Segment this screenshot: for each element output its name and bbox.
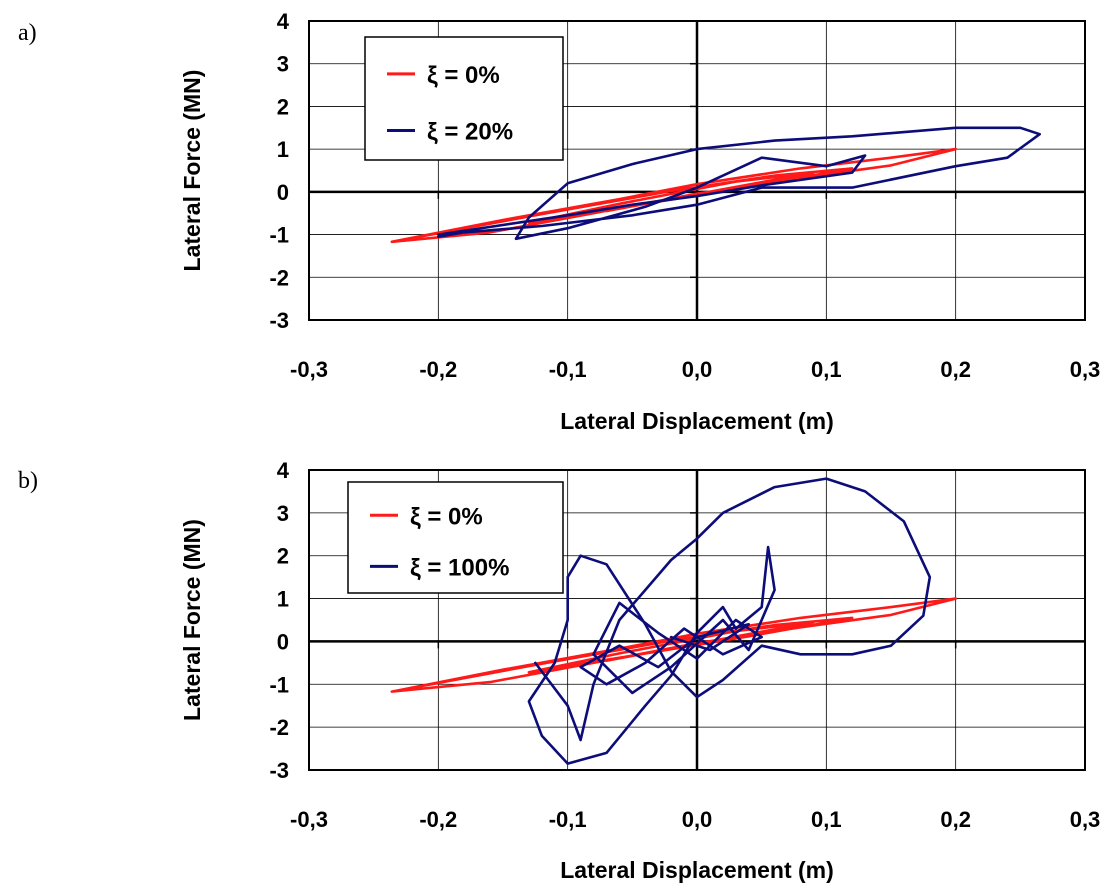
x-tick-label: -0,1 [549, 807, 587, 832]
chart-panel-a: a) -0,3 -0,2 -0,1 0,0 0,1 0,2 0,3 -3 -2 -1 0 1 2 3 4 Lat… [18, 9, 1100, 434]
x-tick-label: 0,1 [811, 807, 842, 832]
legend: ξ = 0% ξ = 100% [347, 481, 564, 594]
x-tick-label: 0,1 [811, 357, 842, 382]
legend-label: ξ = 0% [427, 62, 500, 89]
x-tick-label: -0,1 [549, 357, 587, 382]
series-line-xi-20 [436, 126, 1041, 241]
chart-panel-b: b) -0,3 -0,2 -0,1 0,0 0,1 0,2 0,3 -3 -2 -1 0 1 2 3 4 Lat… [18, 458, 1100, 883]
legend-box [364, 36, 564, 161]
x-tick-label: -0,3 [290, 357, 328, 382]
y-tick-label: -3 [269, 308, 289, 333]
y-tick-label: 3 [277, 501, 289, 526]
legend-label: ξ = 20% [427, 118, 513, 145]
y-tick-label: -3 [269, 758, 289, 783]
x-tick-label: -0,2 [419, 807, 457, 832]
panel-label: b) [18, 468, 38, 494]
y-tick-label: -1 [269, 223, 289, 248]
y-tick-label: 0 [277, 629, 289, 654]
y-tick-label: 4 [277, 9, 290, 34]
y-tick-label: 0 [277, 180, 289, 205]
x-tick-label: 0,0 [682, 357, 713, 382]
x-tick-label: 0,2 [940, 357, 971, 382]
x-tick-label: 0,3 [1070, 357, 1101, 382]
x-tick-label: -0,2 [419, 357, 457, 382]
series-line-xi-0 [390, 597, 958, 693]
x-tick-label: -0,3 [290, 807, 328, 832]
series-line-xi-100 [527, 477, 932, 765]
y-axis-title: Lateral Force (MN) [179, 70, 205, 272]
y-tick-label: -2 [269, 715, 289, 740]
y-tick-label: 2 [277, 94, 289, 119]
y-tick-label: 3 [277, 52, 289, 77]
legend-box [347, 481, 564, 594]
y-tick-label: 2 [277, 544, 289, 569]
x-tick-label: 0,2 [940, 807, 971, 832]
y-tick-label: -2 [269, 265, 289, 290]
legend-label: ξ = 0% [410, 503, 483, 530]
panel-label: a) [18, 20, 37, 46]
y-axis-title: Lateral Force (MN) [179, 519, 205, 721]
x-tick-label: 0,3 [1070, 807, 1101, 832]
y-tick-label: 4 [277, 458, 290, 483]
x-axis-title: Lateral Displacement (m) [560, 857, 834, 883]
x-axis-title: Lateral Displacement (m) [560, 408, 834, 434]
legend-label: ξ = 100% [410, 554, 509, 581]
series-line-xi-0 [390, 147, 958, 244]
y-tick-label: -1 [269, 672, 289, 697]
y-tick-label: 1 [277, 137, 289, 162]
x-tick-label: 0,0 [682, 807, 713, 832]
y-tick-label: 1 [277, 587, 289, 612]
legend: ξ = 0% ξ = 20% [364, 36, 564, 161]
